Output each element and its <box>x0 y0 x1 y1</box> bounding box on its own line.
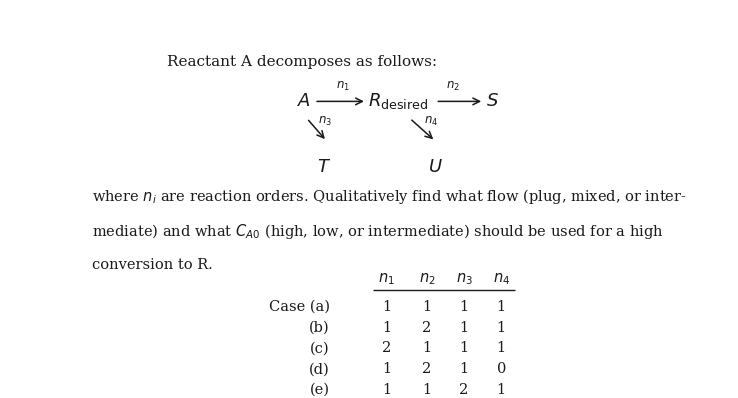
Text: $S$: $S$ <box>486 92 499 110</box>
Text: conversion to R.: conversion to R. <box>92 258 213 272</box>
Text: (c): (c) <box>310 341 330 355</box>
Text: $T$: $T$ <box>317 158 331 176</box>
Text: 1: 1 <box>460 362 469 376</box>
Text: $n_1$: $n_1$ <box>336 80 350 93</box>
Text: (e): (e) <box>310 383 330 397</box>
Text: 1: 1 <box>382 383 391 397</box>
Text: 2: 2 <box>382 341 391 355</box>
Text: 1: 1 <box>422 300 432 314</box>
Text: 2: 2 <box>459 383 469 397</box>
Text: $A$: $A$ <box>297 92 311 110</box>
Text: 1: 1 <box>460 341 469 355</box>
Text: $n_3$: $n_3$ <box>455 271 472 287</box>
Text: mediate) and what $C_{A0}$ (high, low, or intermediate) should be used for a hig: mediate) and what $C_{A0}$ (high, low, o… <box>92 222 663 242</box>
Text: 0: 0 <box>497 362 506 376</box>
Text: (b): (b) <box>309 320 330 335</box>
Text: $R_{\mathrm{desired}}$: $R_{\mathrm{desired}}$ <box>368 92 428 111</box>
Text: 1: 1 <box>460 320 469 335</box>
Text: Reactant A decomposes as follows:: Reactant A decomposes as follows: <box>167 55 437 69</box>
Text: $n_2$: $n_2$ <box>418 271 435 287</box>
Text: $n_2$: $n_2$ <box>446 80 460 93</box>
Text: where $n_i$ are reaction orders. Qualitatively find what flow (plug, mixed, or i: where $n_i$ are reaction orders. Qualita… <box>92 187 687 206</box>
Text: $U$: $U$ <box>428 158 443 176</box>
Text: 1: 1 <box>382 320 391 335</box>
Text: $n_1$: $n_1$ <box>379 271 395 287</box>
Text: Case (a): Case (a) <box>269 300 330 314</box>
Text: 2: 2 <box>422 320 432 335</box>
Text: 1: 1 <box>422 341 432 355</box>
Text: 1: 1 <box>382 362 391 376</box>
Text: $n_4$: $n_4$ <box>492 271 510 287</box>
Text: $n_4$: $n_4$ <box>424 115 438 128</box>
Text: $n_3$: $n_3$ <box>318 115 332 128</box>
Text: 1: 1 <box>382 300 391 314</box>
Text: 1: 1 <box>497 300 506 314</box>
Text: (d): (d) <box>309 362 330 376</box>
Text: 1: 1 <box>497 341 506 355</box>
Text: 2: 2 <box>422 362 432 376</box>
Text: 1: 1 <box>422 383 432 397</box>
Text: 1: 1 <box>497 320 506 335</box>
Text: 1: 1 <box>460 300 469 314</box>
Text: 1: 1 <box>497 383 506 397</box>
